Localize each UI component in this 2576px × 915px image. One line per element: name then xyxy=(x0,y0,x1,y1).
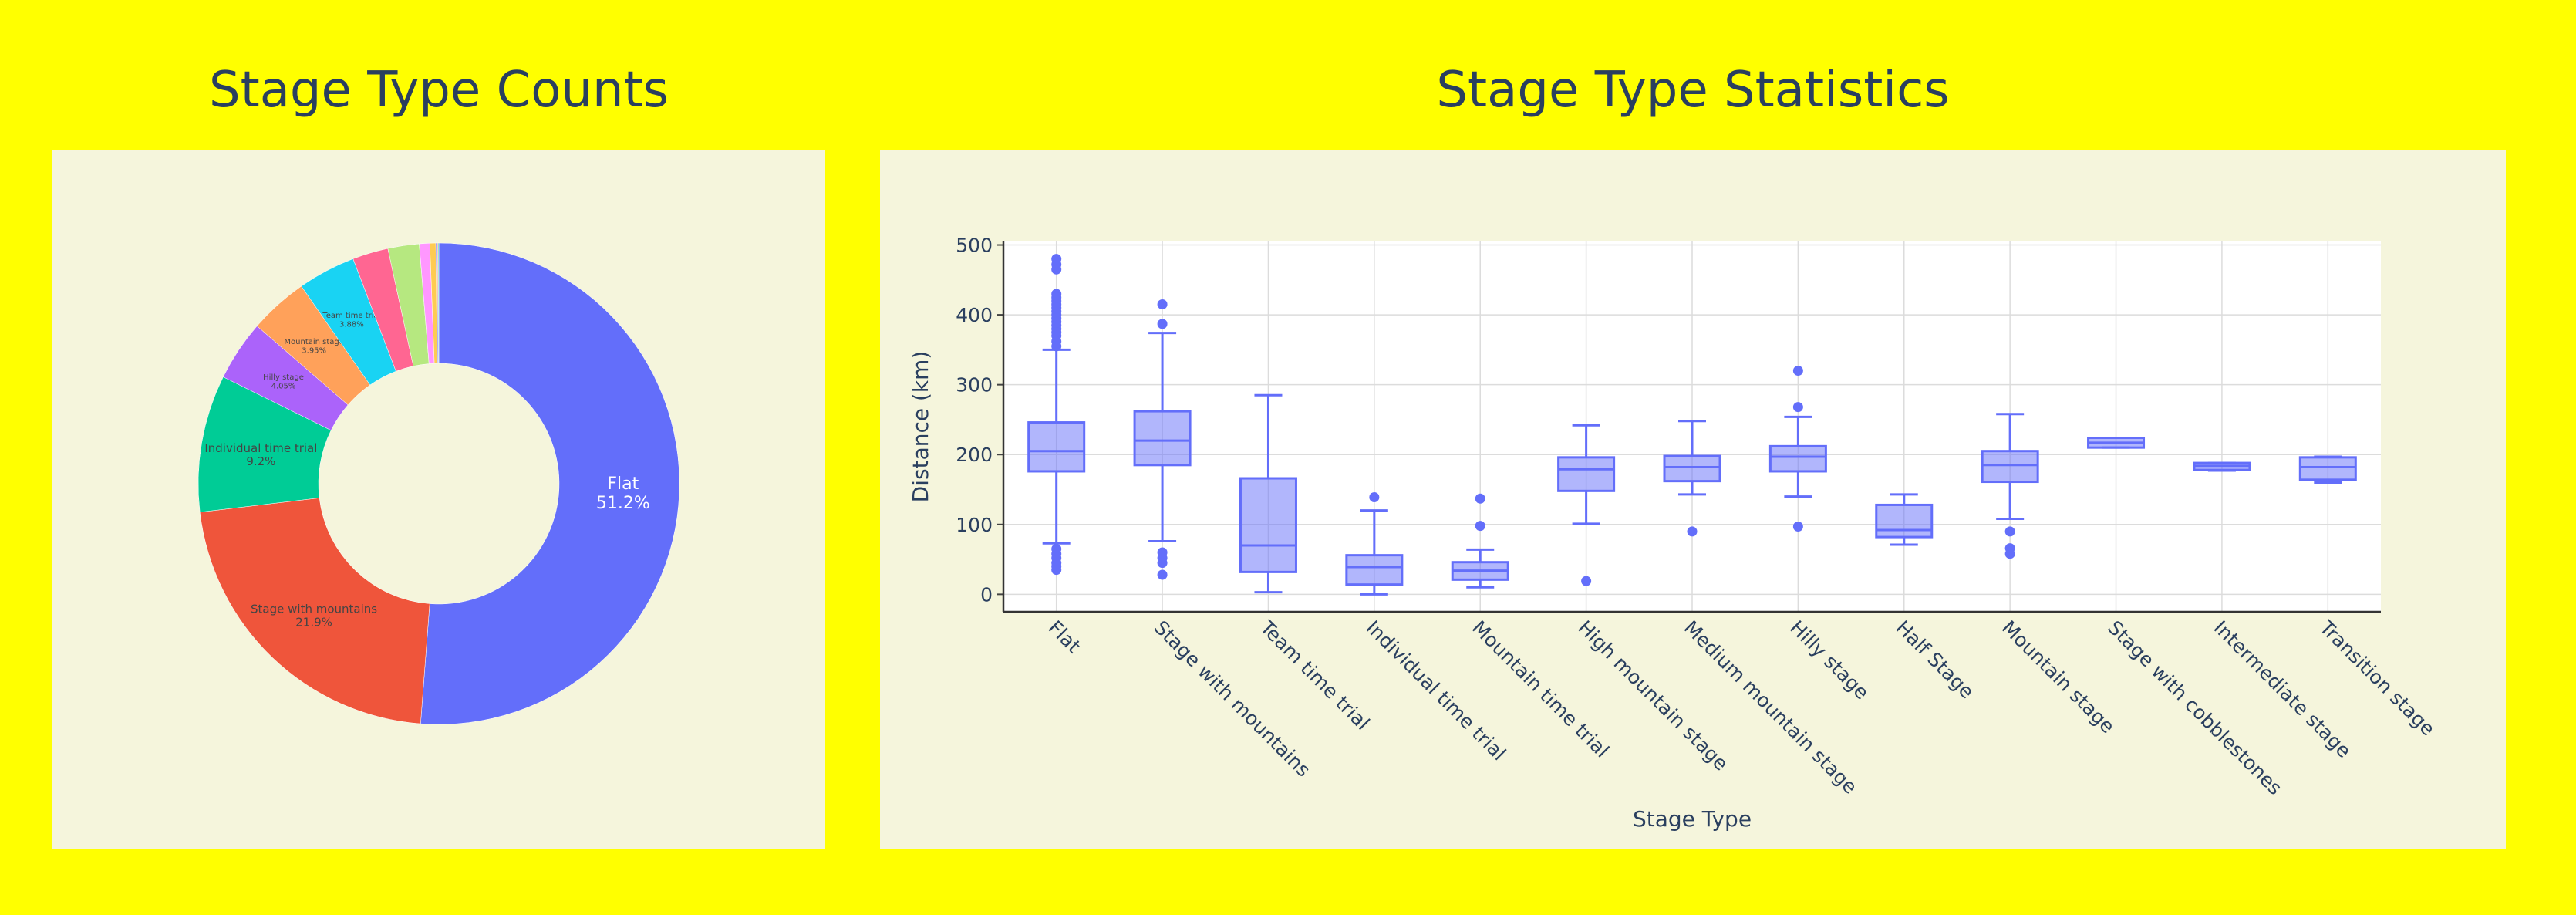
pie-percent-hilly-stage: 4.05% xyxy=(271,382,296,390)
y-tick-label: 200 xyxy=(956,444,993,466)
iqr-box xyxy=(2298,456,2357,481)
iqr-box xyxy=(1557,456,1616,492)
pie-label-mountain-stage: Mountain stage xyxy=(284,338,344,346)
outlier-point xyxy=(1792,522,1803,532)
iqr-box xyxy=(1768,444,1827,473)
outlier-point xyxy=(1157,319,1168,329)
pie-label-individual-time-trial: Individual time trial xyxy=(204,441,317,455)
outlier-point xyxy=(1475,521,1485,532)
box-stage-with-cobblestones[interactable] xyxy=(2087,436,2146,449)
x-tick-label-mountain-stage: Mountain stage xyxy=(1998,616,2119,738)
box-half-stage[interactable] xyxy=(1875,493,1934,546)
pie-percent-flat: 51.2% xyxy=(596,494,650,513)
outlier-point xyxy=(1369,491,1380,502)
outlier-point xyxy=(1792,402,1803,413)
outlier-point xyxy=(1792,366,1803,376)
pie-slice-stage-with-mountains[interactable] xyxy=(199,498,430,724)
outlier-point xyxy=(2004,526,2015,537)
pie-label-flat: Flat xyxy=(607,474,639,494)
outlier-point xyxy=(2004,549,2015,559)
y-tick-label: 500 xyxy=(956,235,993,257)
pie-percent-team-time-trial: 3.88% xyxy=(339,321,364,329)
y-axis-title: Distance (km) xyxy=(908,351,933,503)
x-axis-title: Stage Type xyxy=(1633,806,1752,832)
y-tick-label: 300 xyxy=(956,374,993,397)
box-plot-panel: 0 100 200 300 400 500 Flat Stage with mountains… xyxy=(880,150,2506,849)
iqr-box xyxy=(1663,454,1721,483)
box-stage-with-mountains[interactable] xyxy=(1133,299,1192,580)
iqr-box xyxy=(1133,410,1192,467)
box-individual-time-trial[interactable] xyxy=(1345,491,1404,596)
x-tick-label-hilly-stage: Hilly stage xyxy=(1785,616,1873,704)
box-team-time-trial[interactable] xyxy=(1239,393,1297,594)
x-tick-label-transition-stage: Transition stage xyxy=(2315,616,2439,740)
outlier-point xyxy=(1475,493,1485,504)
box-mountain-stage[interactable] xyxy=(1981,413,2039,559)
box-hilly-stage[interactable] xyxy=(1768,366,1827,532)
box-mountain-time-trial[interactable] xyxy=(1451,493,1509,589)
pie-percent-individual-time-trial: 9.2% xyxy=(246,454,275,468)
outlier-point xyxy=(1051,264,1062,275)
iqr-box xyxy=(1345,554,1404,586)
x-tick-label-team-time-trial: Team time trial xyxy=(1256,616,1374,734)
pie-label-team-time-trial: Team time trial xyxy=(322,312,380,320)
iqr-box xyxy=(1027,421,1086,473)
pie-slice-transition-stage[interactable] xyxy=(437,242,440,364)
x-tick-label-flat: Flat xyxy=(1044,616,1084,657)
pie-percent-mountain-stage: 3.95% xyxy=(302,347,326,356)
pie-chart-title: Stage Type Counts xyxy=(208,62,669,119)
iqr-box xyxy=(1239,477,1297,573)
outlier-point xyxy=(1581,576,1592,586)
y-tick-label: 100 xyxy=(956,514,993,536)
outlier-point xyxy=(1157,299,1168,310)
pie-label-stage-with-mountains: Stage with mountains xyxy=(251,602,377,616)
iqr-box xyxy=(1981,450,2039,484)
outlier-point xyxy=(1157,569,1168,580)
x-tick-label-half-stage: Half Stage xyxy=(1892,616,1978,703)
x-tick-label-stage-with-cobblestones: Stage with cobblestones xyxy=(2103,616,2286,799)
outlier-point xyxy=(1051,565,1062,576)
pie-label-hilly-stage: Hilly stage xyxy=(263,373,304,382)
y-tick-label: 400 xyxy=(956,304,993,326)
iqr-box xyxy=(1875,503,1934,539)
outlier-point xyxy=(1157,558,1168,569)
box-high-mountain-stage[interactable] xyxy=(1557,424,1616,586)
box-intermediate-stage[interactable] xyxy=(2193,461,2251,472)
pie-slice-flat[interactable] xyxy=(420,242,680,725)
box-flat[interactable] xyxy=(1027,254,1086,576)
box-medium-mountain-stage[interactable] xyxy=(1663,420,1721,537)
box-chart-title: Stage Type Statistics xyxy=(1436,62,1950,119)
box-transition-stage[interactable] xyxy=(2298,455,2357,484)
pie-chart-panel: Flat 51.2% Stage with mountains 21.9% Indivi… xyxy=(52,150,825,849)
y-tick-label: 0 xyxy=(980,583,993,606)
x-tick-label-medium-mountain-stage: Medium mountain stage xyxy=(1680,616,1862,799)
pie-percent-stage-with-mountains: 21.9% xyxy=(295,616,332,630)
outlier-point xyxy=(1051,341,1062,352)
outlier-point xyxy=(1687,526,1698,537)
